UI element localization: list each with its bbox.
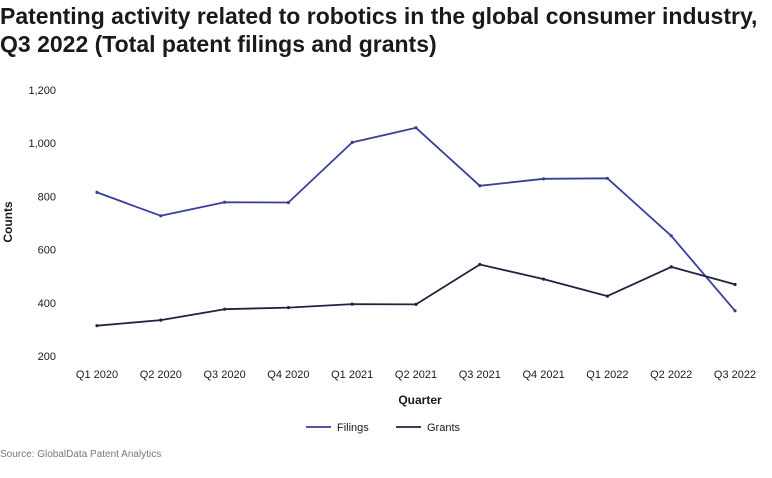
chart-title: Patenting activity related to robotics i… bbox=[0, 3, 758, 57]
x-tick-label: Q2 2020 bbox=[140, 369, 182, 381]
y-axis-ticks: 200 400 600 800 1,000 1,200 bbox=[28, 85, 56, 363]
x-tick-label: Q1 2020 bbox=[76, 369, 118, 381]
x-tick-label: Q3 2022 bbox=[714, 369, 756, 381]
grants-data-point bbox=[478, 262, 482, 267]
title-container: Patenting activity related to robotics i… bbox=[0, 0, 772, 62]
filings-data-point bbox=[733, 309, 737, 313]
grants-data-point bbox=[733, 282, 737, 287]
y-tick-label: 1,000 bbox=[28, 138, 56, 150]
grants-data-point bbox=[286, 305, 290, 310]
legend-label-grants: Grants bbox=[427, 422, 461, 434]
grants-data-point bbox=[605, 294, 610, 298]
grants-data-point bbox=[669, 265, 673, 269]
grants-data-point bbox=[223, 307, 227, 311]
x-tick-label: Q1 2022 bbox=[586, 369, 628, 381]
grants-data-point bbox=[350, 302, 354, 306]
filings-data-point bbox=[223, 200, 227, 204]
x-axis-ticks: Q1 2020 Q2 2020 Q3 2020 Q4 2020 Q1 2021 Q2 20… bbox=[76, 369, 756, 381]
source-note: Source: GlobalData Patent Analytics bbox=[0, 449, 162, 460]
filings-data-point bbox=[542, 177, 546, 181]
legend-label-filings: Filings bbox=[337, 422, 369, 434]
filings-data-point bbox=[159, 214, 163, 218]
x-tick-label: Q3 2021 bbox=[459, 369, 501, 381]
grants-data-point bbox=[95, 324, 99, 328]
filings-data-point bbox=[95, 190, 99, 195]
grants-series-line bbox=[96, 263, 736, 327]
grants-data-point bbox=[542, 277, 546, 281]
y-tick-label: 800 bbox=[38, 191, 56, 203]
y-tick-label: 200 bbox=[38, 351, 56, 363]
x-tick-label: Q3 2020 bbox=[203, 369, 245, 381]
filings-series-line bbox=[96, 126, 736, 312]
series-lines bbox=[95, 126, 737, 328]
legend: Filings Grants bbox=[306, 422, 461, 434]
filings-data-point bbox=[478, 184, 482, 188]
filings-data-point bbox=[605, 176, 610, 180]
x-tick-label: Q1 2021 bbox=[331, 369, 373, 381]
x-tick-label: Q4 2020 bbox=[267, 369, 309, 381]
filings-data-point bbox=[350, 140, 354, 145]
filings-data-point bbox=[669, 234, 673, 238]
y-axis-title: Counts bbox=[1, 201, 15, 243]
x-tick-label: Q2 2021 bbox=[395, 369, 437, 381]
x-axis-title: Quarter bbox=[398, 393, 442, 407]
y-tick-label: 1,200 bbox=[28, 85, 56, 97]
filings-data-point bbox=[286, 200, 290, 205]
x-tick-label: Q2 2022 bbox=[650, 369, 692, 381]
x-tick-label: Q4 2021 bbox=[522, 369, 564, 381]
y-tick-label: 400 bbox=[38, 298, 56, 310]
grants-data-point bbox=[414, 302, 418, 306]
y-tick-label: 600 bbox=[38, 245, 56, 257]
filings-data-point bbox=[414, 126, 418, 130]
grants-data-point bbox=[159, 318, 163, 322]
